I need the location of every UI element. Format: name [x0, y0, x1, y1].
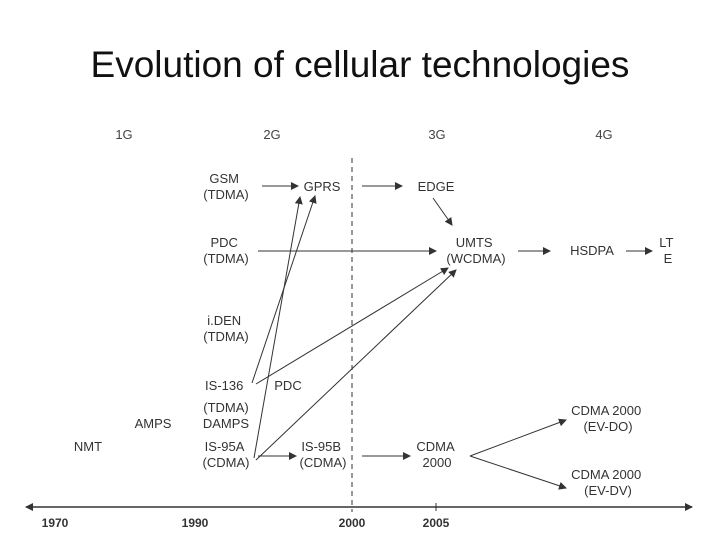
node-is95a: IS-95A (CDMA) — [203, 439, 250, 470]
node-amps: AMPS — [135, 416, 172, 431]
node-damps: DAMPS — [203, 416, 250, 431]
generation-1g: 1G — [115, 127, 132, 142]
arrow-is136-umts — [255, 267, 449, 385]
node-edge: EDGE — [418, 179, 455, 194]
arrow-cdma2000-evdo — [469, 418, 567, 457]
node-is95b: IS-95B (CDMA) — [300, 439, 347, 470]
arrow-is95a-umts — [255, 269, 457, 461]
arrow-edge-umts — [432, 197, 453, 226]
node-hsdpa: HSDPA — [570, 243, 614, 258]
year-1970: 1970 — [42, 516, 69, 530]
year-2005: 2005 — [423, 516, 450, 530]
node-cdma2000: CDMA 2000 — [416, 439, 457, 470]
generation-4g: 4G — [595, 127, 612, 142]
arrow-is95a-gprs — [253, 196, 303, 459]
node-lte: LT E — [659, 235, 677, 266]
node-cdma2000-evdo: CDMA 2000 (EV-DO) — [571, 403, 645, 434]
node-gsm: GSM (TDMA) — [203, 171, 249, 202]
node-umts: UMTS (WCDMA) — [446, 235, 505, 266]
year-1990: 1990 — [182, 516, 209, 530]
node-pdc-label: PDC — [274, 378, 301, 393]
generation-2g: 2G — [263, 127, 280, 142]
node-nmt: NMT — [74, 439, 102, 454]
generation-3g: 3G — [428, 127, 445, 142]
slide-title: Evolution of cellular technologies — [90, 44, 630, 85]
node-pdc-2g: PDC (TDMA) — [203, 235, 249, 266]
node-cdma2000-evdv: CDMA 2000 (EV-DV) — [571, 467, 645, 498]
node-gprs: GPRS — [304, 179, 341, 194]
node-iden: i.DEN (TDMA) — [203, 313, 249, 344]
arrow-cdma2000-evdv — [469, 455, 567, 490]
node-is136: IS-136 (TDMA) — [203, 378, 249, 415]
year-2000: 2000 — [339, 516, 366, 530]
